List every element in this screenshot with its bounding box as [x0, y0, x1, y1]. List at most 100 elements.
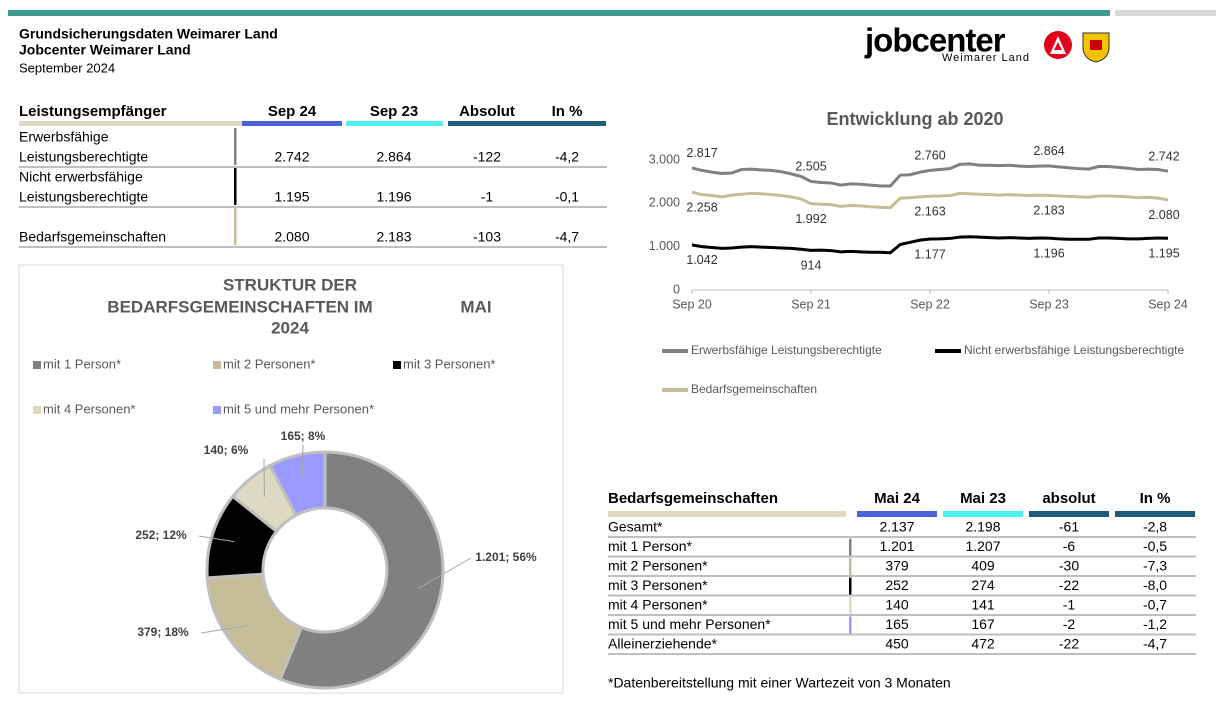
table1-header: Sep 24	[268, 103, 317, 120]
table1-label: Leistungsberechtigte	[19, 149, 148, 165]
data-label: 914	[801, 259, 822, 273]
legend-label: mit 4 Personen*	[43, 401, 136, 416]
y-tick-label: 0	[673, 282, 680, 296]
table2-cell: 252	[885, 577, 909, 593]
header-bar	[857, 511, 937, 517]
table1-label: Leistungsberechtigte	[19, 189, 148, 205]
table2-cell: 2.198	[965, 519, 1000, 535]
row-marker	[849, 616, 852, 634]
leader-line	[417, 557, 472, 589]
table2-cell: 2.137	[879, 519, 914, 535]
table2-cell: -0,7	[1143, 597, 1167, 613]
table1-cell: 1.196	[376, 189, 411, 205]
table1-header: Leistungsempfänger	[19, 103, 167, 120]
data-label: 2.742	[1148, 149, 1179, 163]
table2-cell: -22	[1059, 636, 1079, 652]
header-bar	[528, 121, 606, 126]
donut-title: STRUKTUR DER	[223, 275, 357, 294]
table2-cell: 379	[885, 558, 909, 574]
legend-label: Bedarfsgemeinschaften	[691, 382, 817, 396]
table2-header: Mai 24	[874, 490, 921, 507]
table2-cell: -1	[1063, 597, 1076, 613]
table1-cell: -4,2	[555, 149, 579, 165]
table2-header: Bedarfsgemeinschaften	[608, 490, 778, 507]
header-bar	[1029, 511, 1109, 517]
series-line	[691, 162, 1169, 188]
legend-swatch	[213, 406, 221, 414]
data-label: 2.183	[1033, 204, 1064, 218]
donut-slice	[278, 450, 445, 690]
logo-name: jobcenter	[864, 22, 1006, 59]
legend-label: mit 5 und mehr Personen*	[223, 401, 374, 416]
legend-label: Erwerbsfähige Leistungsberechtigte	[691, 343, 882, 357]
x-tick-label: Sep 22	[910, 297, 950, 311]
table2-cell: 409	[971, 558, 995, 574]
table2-cell: mit 1 Person*	[608, 538, 693, 554]
data-label: 1.201; 56%	[475, 550, 537, 564]
table2-header: In %	[1140, 490, 1171, 507]
legend-swatch	[33, 361, 41, 369]
header-bar	[943, 511, 1023, 517]
data-label: 140; 6%	[204, 443, 249, 457]
table1-label: Nicht erwerbsfähige	[19, 169, 143, 185]
donut-title: 2024	[271, 318, 309, 337]
series-line	[691, 190, 1169, 210]
row-marker	[849, 538, 852, 556]
data-label: 1.992	[795, 212, 826, 226]
table2-cell: -7,3	[1143, 558, 1167, 574]
data-label: 2.864	[1033, 144, 1064, 158]
table2-cell: -1,2	[1143, 616, 1167, 632]
leader-line	[200, 625, 248, 634]
table1-cell: -4,7	[555, 229, 579, 245]
table1-cell: 2.080	[274, 229, 309, 245]
table2-cell: 140	[885, 597, 909, 613]
legend-label: Nicht erwerbsfähige Leistungsberechtigte	[964, 343, 1184, 357]
data-label: 2.163	[914, 205, 945, 219]
table2-cell: -2,8	[1143, 519, 1167, 535]
donut-title: MAI	[460, 297, 491, 316]
chart-title: Entwicklung ab 2020	[826, 109, 1003, 129]
leader-line	[198, 535, 235, 543]
leader-line	[301, 444, 304, 478]
table1-cell: 2.183	[376, 229, 411, 245]
table2-cell: Alleinerziehende*	[608, 636, 718, 652]
top-bar	[8, 10, 1110, 16]
data-label: 165; 8%	[281, 429, 326, 443]
table2-cell: -0,5	[1143, 538, 1167, 554]
table2-cell: mit 4 Personen*	[608, 597, 708, 613]
donut-frame	[18, 264, 564, 694]
y-tick-label: 2.000	[649, 196, 680, 210]
table1-cell: -103	[473, 229, 501, 245]
table1-cell: 1.195	[274, 189, 309, 205]
table2-cell: -30	[1059, 558, 1079, 574]
row-marker	[849, 597, 852, 614]
table2-cell: 1.201	[879, 538, 914, 554]
row-marker	[849, 577, 852, 595]
data-label: 1.042	[686, 253, 717, 267]
row-marker	[234, 168, 237, 205]
legend-swatch	[393, 361, 401, 369]
data-label: 1.177	[914, 247, 945, 261]
x-tick-label: Sep 20	[672, 297, 712, 311]
legend-label: mit 2 Personen*	[223, 356, 316, 371]
table2-cell: 472	[971, 636, 995, 652]
table2-cell: 165	[885, 616, 909, 632]
table2-cell: -61	[1059, 519, 1079, 535]
data-label: 379; 18%	[137, 625, 189, 639]
table1-cell: 2.742	[274, 149, 309, 165]
table1-header: Sep 23	[370, 103, 418, 120]
donut-slice	[267, 450, 327, 518]
table2-cell: Gesamt*	[608, 519, 663, 535]
top-bar-end	[1115, 10, 1216, 16]
donut-slice	[205, 572, 304, 682]
line-chart-frame	[620, 98, 1200, 403]
table2-cell: 274	[971, 577, 995, 593]
table1-cell: -122	[473, 149, 501, 165]
data-label: 1.195	[1148, 247, 1179, 261]
table2-header: absolut	[1042, 490, 1095, 507]
table2-cell: 167	[971, 616, 995, 632]
data-label: 1.196	[1033, 246, 1064, 260]
data-label: 2.258	[686, 200, 717, 214]
header-date: September 2024	[19, 60, 115, 75]
